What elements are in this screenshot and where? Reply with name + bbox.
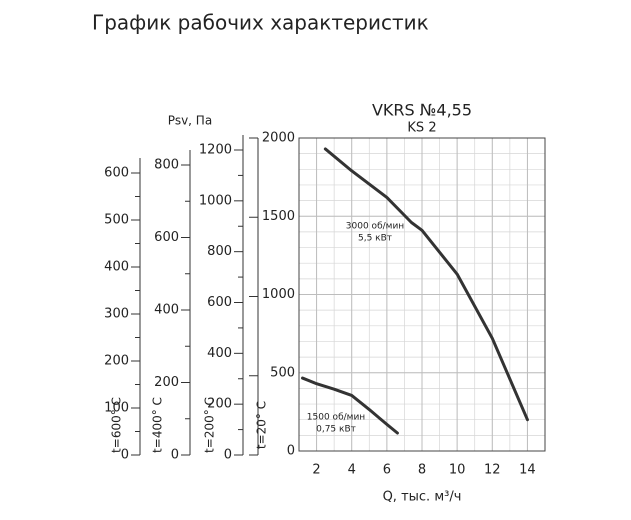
y-tick-label: 2000 (262, 131, 295, 146)
y-tick-label: 200 (207, 397, 232, 412)
x-tick-label: 6 (383, 463, 391, 478)
y-axis-label: Psv, Па (168, 114, 212, 128)
y-tick-label: 600 (207, 295, 232, 310)
plot-frame (298, 137, 546, 452)
y-tick-label: 600 (154, 230, 179, 245)
y-tick-label: 400 (207, 346, 232, 361)
y-tick-label: 0 (121, 448, 129, 463)
series-label: 3000 об/мин (346, 222, 404, 232)
axis-label: t=20° C (255, 401, 269, 449)
x-tick-label: 2 (312, 463, 320, 478)
y-tick-label: 1000 (199, 193, 232, 208)
y-tick-label: 0 (224, 448, 232, 463)
y-tick-label: 300 (104, 307, 129, 322)
y-tick-label: 100 (104, 401, 129, 416)
y-tick-label: 1500 (262, 209, 295, 224)
y-tick-label: 600 (104, 166, 129, 181)
y-tick-label: 800 (154, 158, 179, 173)
x-tick-label: 10 (449, 463, 466, 478)
curve (301, 376, 399, 435)
x-tick-label: 8 (418, 463, 426, 478)
y-tick-label: 0 (287, 444, 295, 459)
x-tick-label: 12 (484, 463, 501, 478)
y-tick-label: 0 (171, 448, 179, 463)
y-tick-label: 400 (154, 303, 179, 318)
chart-title: VKRS №4,55 (372, 101, 472, 120)
chart-subtitle: KS 2 (407, 121, 436, 136)
y-tick-label: 800 (207, 244, 232, 259)
x-tick-label: 4 (348, 463, 356, 478)
series-note: 5,5 кВт (358, 234, 392, 244)
page-title: График рабочих характеристик (92, 11, 429, 35)
series-note: 0,75 кВт (316, 425, 356, 435)
x-tick-label: 14 (519, 463, 536, 478)
axis-label: t=400° C (151, 397, 165, 453)
curve (323, 147, 529, 422)
y-tick-label: 500 (270, 365, 295, 380)
y-tick-label: 200 (154, 375, 179, 390)
y-tick-label: 1000 (262, 287, 295, 302)
axis-label: t=200° C (203, 397, 217, 453)
y-tick-label: 400 (104, 260, 129, 275)
x-axis-label: Q, тыс. м³/ч (383, 490, 462, 505)
y-tick-label: 500 (104, 213, 129, 228)
series-label: 1500 об/мин (307, 413, 365, 423)
y-tick-label: 200 (104, 354, 129, 369)
y-tick-label: 1200 (199, 143, 232, 158)
axis-label: t=600° C (110, 397, 124, 453)
